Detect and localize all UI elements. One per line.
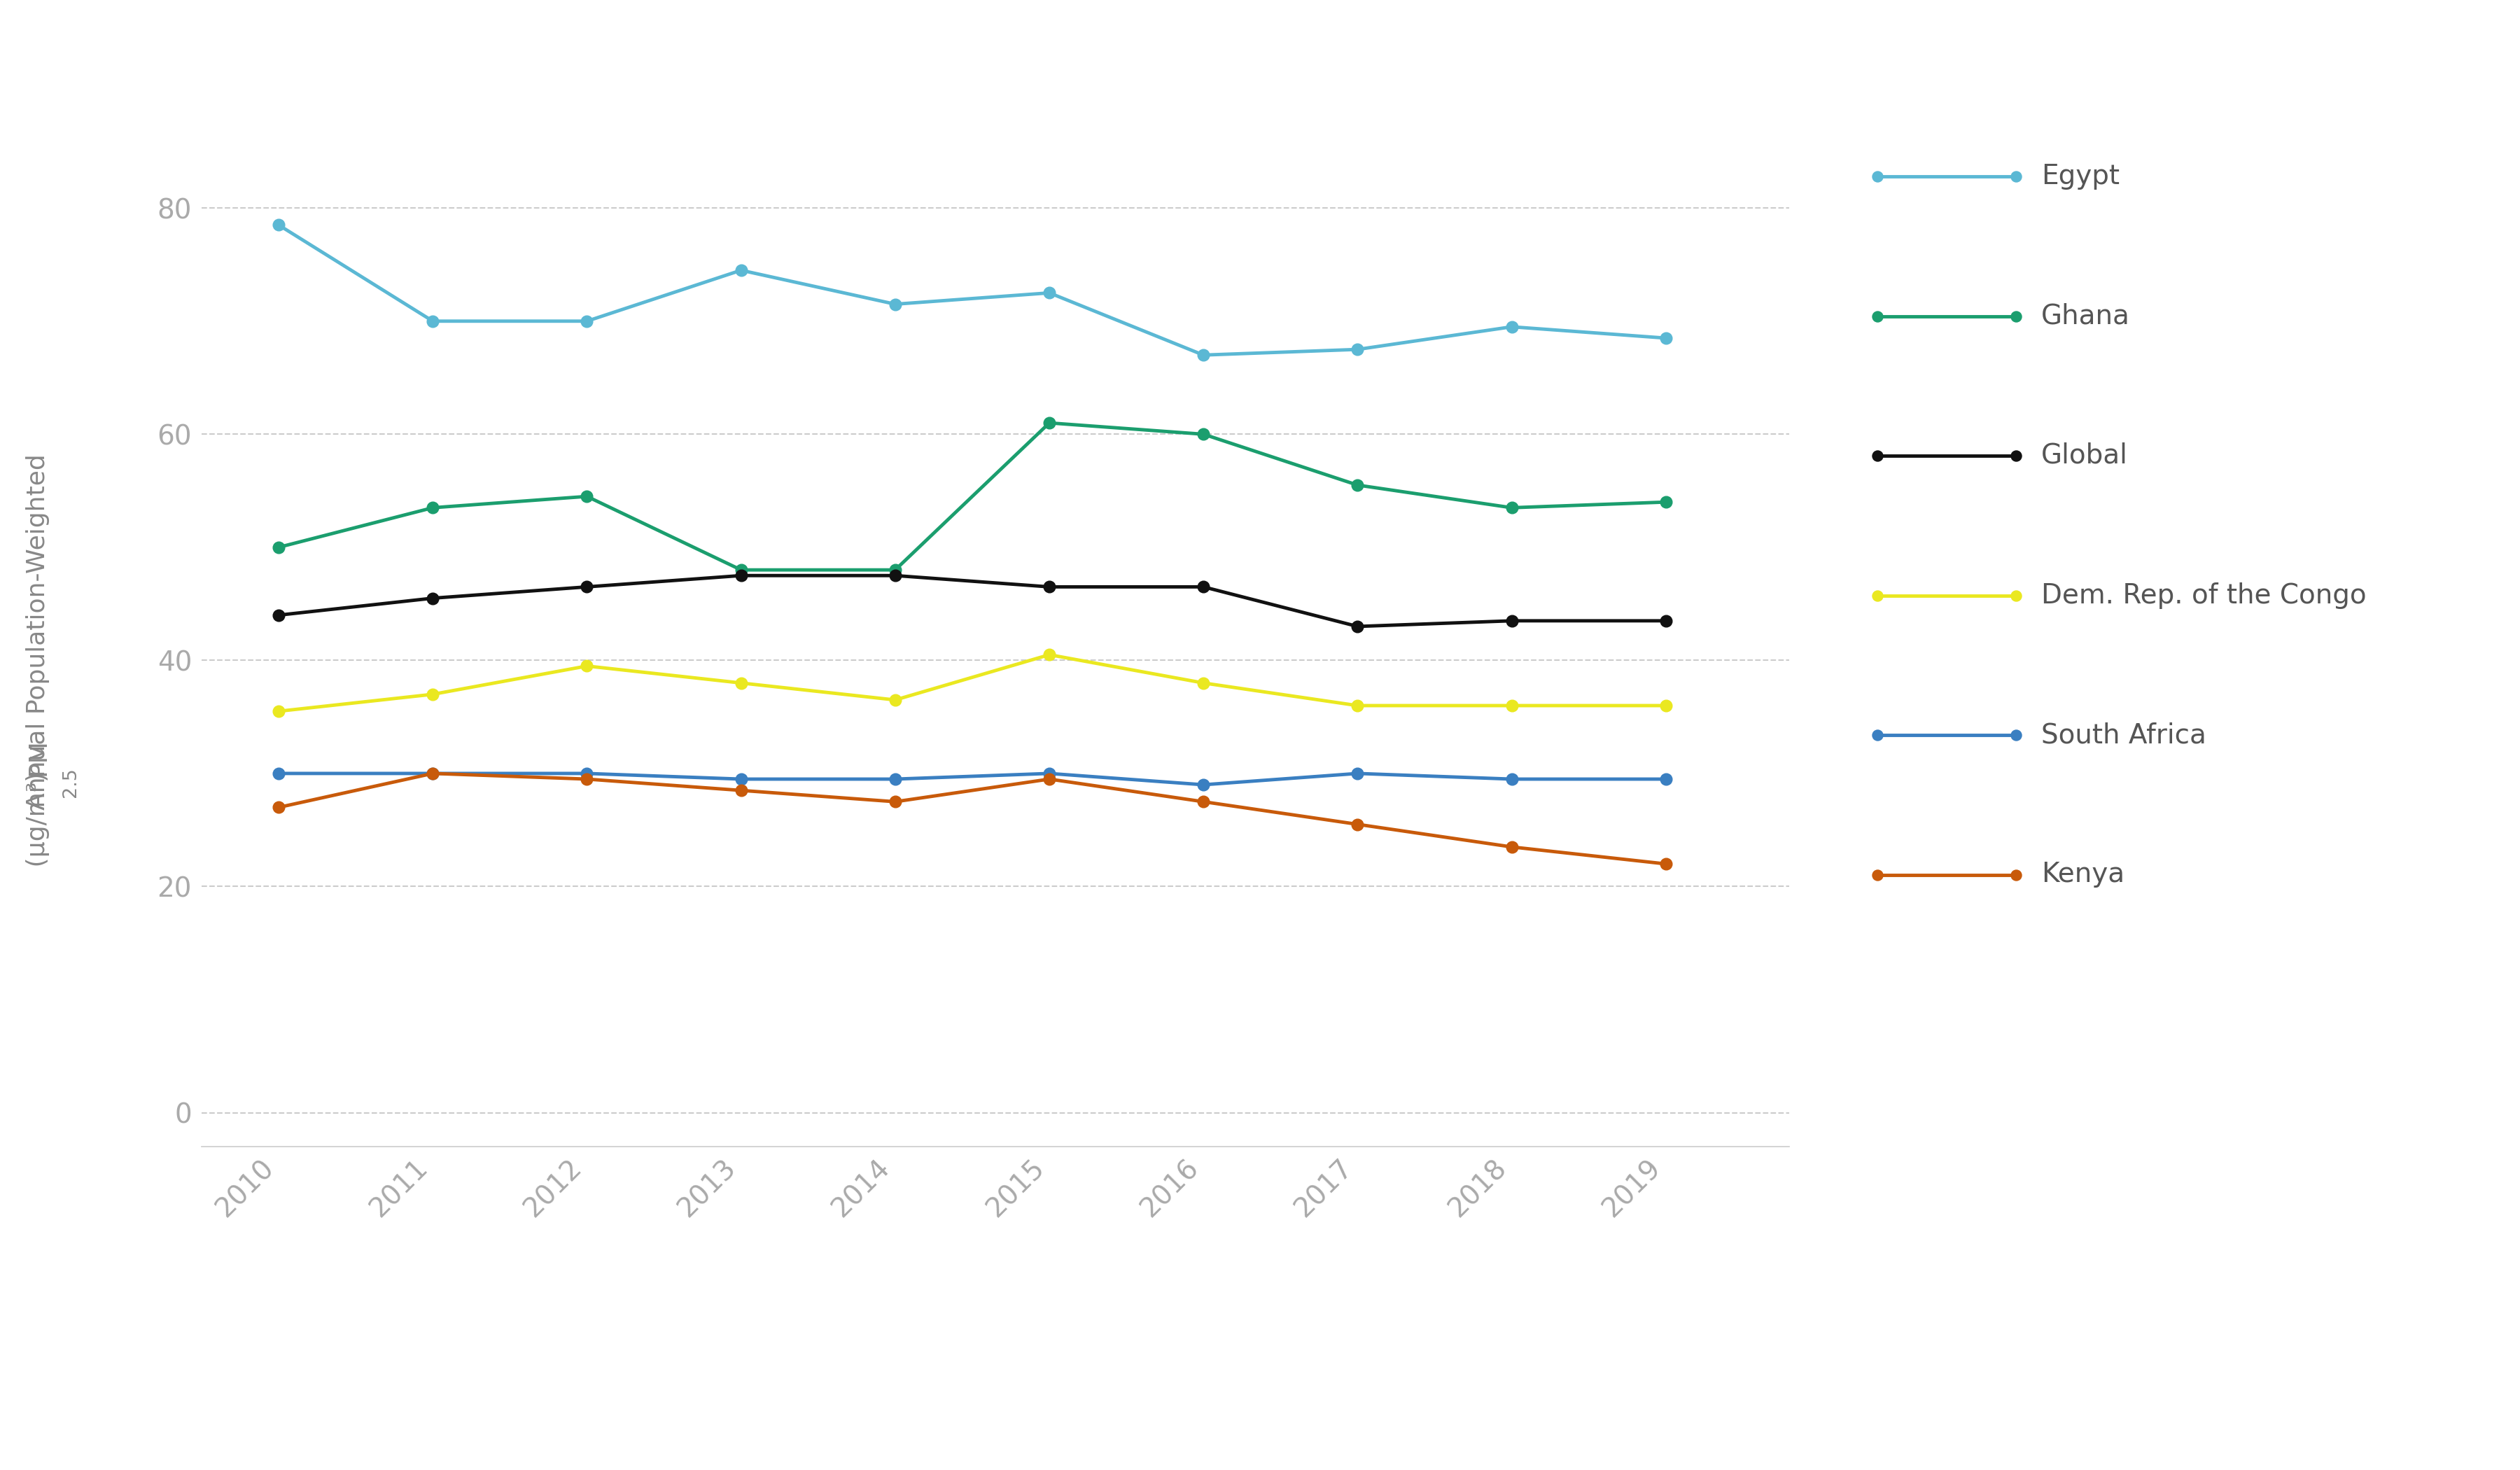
Text: Annual Population-Weighted: Annual Population-Weighted [25, 454, 50, 810]
Text: Kenya: Kenya [2041, 861, 2124, 888]
Ghana [418, 498, 449, 516]
South Africa [879, 770, 910, 788]
Dem. Rep. of the Congo [1343, 697, 1373, 714]
Dem. Rep. of the Congo [1497, 697, 1527, 714]
Line: Egypt: Egypt [272, 219, 1671, 362]
Text: Ghana: Ghana [2041, 303, 2129, 329]
South Africa [1497, 770, 1527, 788]
Kenya [1033, 770, 1063, 788]
Egypt [265, 216, 295, 234]
South Africa [1189, 776, 1220, 794]
Kenya [1651, 856, 1681, 873]
Ghana [1343, 476, 1373, 494]
Dem. Rep. of the Congo [1033, 645, 1063, 663]
Egypt [1033, 284, 1063, 301]
Dem. Rep. of the Congo [726, 675, 756, 692]
Global [1651, 612, 1681, 629]
Global [1033, 578, 1063, 595]
South Africa [1651, 770, 1681, 788]
Kenya [1189, 792, 1220, 810]
Egypt [1497, 318, 1527, 335]
Line: Ghana: Ghana [272, 417, 1671, 576]
Text: PM: PM [25, 738, 50, 776]
Egypt [726, 262, 756, 279]
Egypt [879, 295, 910, 313]
Ghana [1189, 425, 1220, 442]
Egypt [1651, 329, 1681, 347]
Kenya [572, 770, 602, 788]
Ghana [1651, 494, 1681, 512]
Egypt [1189, 347, 1220, 365]
Text: Dem. Rep. of the Congo: Dem. Rep. of the Congo [2041, 582, 2366, 609]
Ghana [1033, 415, 1063, 432]
Ghana [879, 562, 910, 579]
Line: Kenya: Kenya [272, 767, 1671, 870]
Global [418, 589, 449, 607]
Line: Global: Global [272, 570, 1671, 632]
Kenya [726, 782, 756, 800]
Kenya [265, 798, 295, 816]
Dem. Rep. of the Congo [418, 685, 449, 703]
Dem. Rep. of the Congo [879, 691, 910, 709]
South Africa [572, 764, 602, 782]
Global [1189, 578, 1220, 595]
Text: 2.5: 2.5 [60, 767, 81, 797]
Ghana [1497, 498, 1527, 516]
Text: Global: Global [2041, 442, 2127, 469]
Kenya [1497, 838, 1527, 856]
Kenya [418, 764, 449, 782]
Line: Dem. Rep. of the Congo: Dem. Rep. of the Congo [272, 648, 1671, 717]
Ghana [572, 488, 602, 506]
Global [265, 606, 295, 623]
Kenya [879, 792, 910, 810]
Text: South Africa: South Africa [2041, 722, 2208, 748]
Egypt [418, 312, 449, 329]
South Africa [418, 764, 449, 782]
Global [726, 567, 756, 585]
Line: South Africa: South Africa [272, 767, 1671, 791]
Global [1497, 612, 1527, 629]
South Africa [1033, 764, 1063, 782]
Dem. Rep. of the Congo [1651, 697, 1681, 714]
Dem. Rep. of the Congo [572, 657, 602, 675]
South Africa [726, 770, 756, 788]
Egypt [572, 312, 602, 329]
South Africa [1343, 764, 1373, 782]
Text: Egypt: Egypt [2041, 163, 2119, 190]
Global [1343, 617, 1373, 635]
South Africa [265, 764, 295, 782]
Ghana [726, 562, 756, 579]
Text: (μg/m³): (μg/m³) [25, 772, 50, 875]
Dem. Rep. of the Congo [265, 703, 295, 720]
Global [572, 578, 602, 595]
Egypt [1343, 341, 1373, 359]
Dem. Rep. of the Congo [1189, 675, 1220, 692]
Kenya [1343, 816, 1373, 833]
Global [879, 567, 910, 585]
Ghana [265, 538, 295, 556]
